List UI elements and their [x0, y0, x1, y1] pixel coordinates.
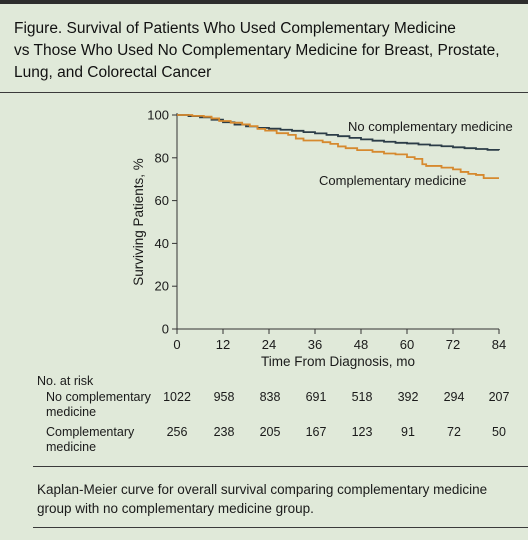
x-tick-label: 72	[446, 337, 460, 352]
y-axis-label: Surviving Patients, %	[131, 158, 146, 286]
figure-caption: Kaplan-Meier curve for overall survival …	[37, 480, 507, 518]
at-risk-row-label-no-cm: No complementary medicine	[46, 390, 151, 420]
y-tick-label: 80	[155, 150, 169, 165]
caption-top-divider	[33, 466, 528, 467]
at-risk-value: 518	[351, 390, 373, 404]
y-tick-label: 100	[147, 108, 169, 123]
at-risk-row-label-line: No complementary	[46, 390, 151, 404]
at-risk-value: 392	[397, 390, 419, 404]
x-tick-label: 0	[173, 337, 180, 352]
at-risk-value: 123	[351, 425, 373, 439]
at-risk-value: 256	[166, 425, 188, 439]
x-axis-label: Time From Diagnosis, mo	[261, 354, 415, 369]
x-tick-label: 84	[492, 337, 506, 352]
x-tick-label: 60	[400, 337, 414, 352]
x-tick-label: 24	[262, 337, 276, 352]
label-no-complementary-medicine: No complementary medicine	[348, 119, 513, 134]
y-tick-label: 0	[162, 322, 169, 337]
y-tick-label: 60	[155, 193, 169, 208]
at-risk-value: 238	[213, 425, 235, 439]
top-rule	[0, 0, 528, 4]
figure-title-line-1: Figure. Survival of Patients Who Used Co…	[14, 20, 456, 37]
caption-bottom-divider	[33, 527, 528, 528]
at-risk-heading: No. at risk	[37, 374, 94, 388]
at-risk-row-label-line: medicine	[46, 405, 97, 419]
y-tick-label: 40	[155, 236, 169, 251]
at-risk-value: 207	[488, 390, 510, 404]
survival-chart: 0 20 40 60 80 100 0 12 24 36 48 60 72 84 Time From Dia…	[131, 108, 513, 370]
x-tick-label: 12	[216, 337, 230, 352]
at-risk-row-label-line: Complementary	[46, 425, 135, 439]
at-risk-value: 1022	[163, 390, 191, 404]
at-risk-value: 294	[443, 390, 465, 404]
y-tick-label: 20	[155, 279, 169, 294]
x-tick-label: 48	[354, 337, 368, 352]
x-tick-label: 36	[308, 337, 322, 352]
title-divider	[0, 92, 528, 93]
at-risk-value: 50	[492, 425, 506, 439]
figure-title-line-3: Lung, and Colorectal Cancer	[14, 64, 212, 81]
at-risk-value: 205	[259, 425, 281, 439]
caption-line-1: Kaplan-Meier curve for overall survival …	[37, 482, 488, 497]
at-risk-value: 91	[401, 425, 415, 439]
at-risk-value: 958	[213, 390, 235, 404]
caption-line-2: group with no complementary medicine gro…	[37, 501, 314, 516]
figure-title-line-2: vs Those Who Used No Complementary Medic…	[14, 42, 500, 59]
label-complementary-medicine: Complementary medicine	[319, 173, 466, 188]
at-risk-value: 72	[447, 425, 461, 439]
at-risk-value: 167	[305, 425, 327, 439]
at-risk-row-label-cm: Complementary medicine	[46, 425, 134, 455]
at-risk-value: 691	[305, 390, 327, 404]
series-line-complementary-medicine	[177, 114, 499, 180]
figure-title: Figure. Survival of Patients Who Used Co…	[14, 18, 519, 84]
at-risk-row-label-line: medicine	[46, 440, 97, 454]
at-risk-value: 838	[259, 390, 281, 404]
